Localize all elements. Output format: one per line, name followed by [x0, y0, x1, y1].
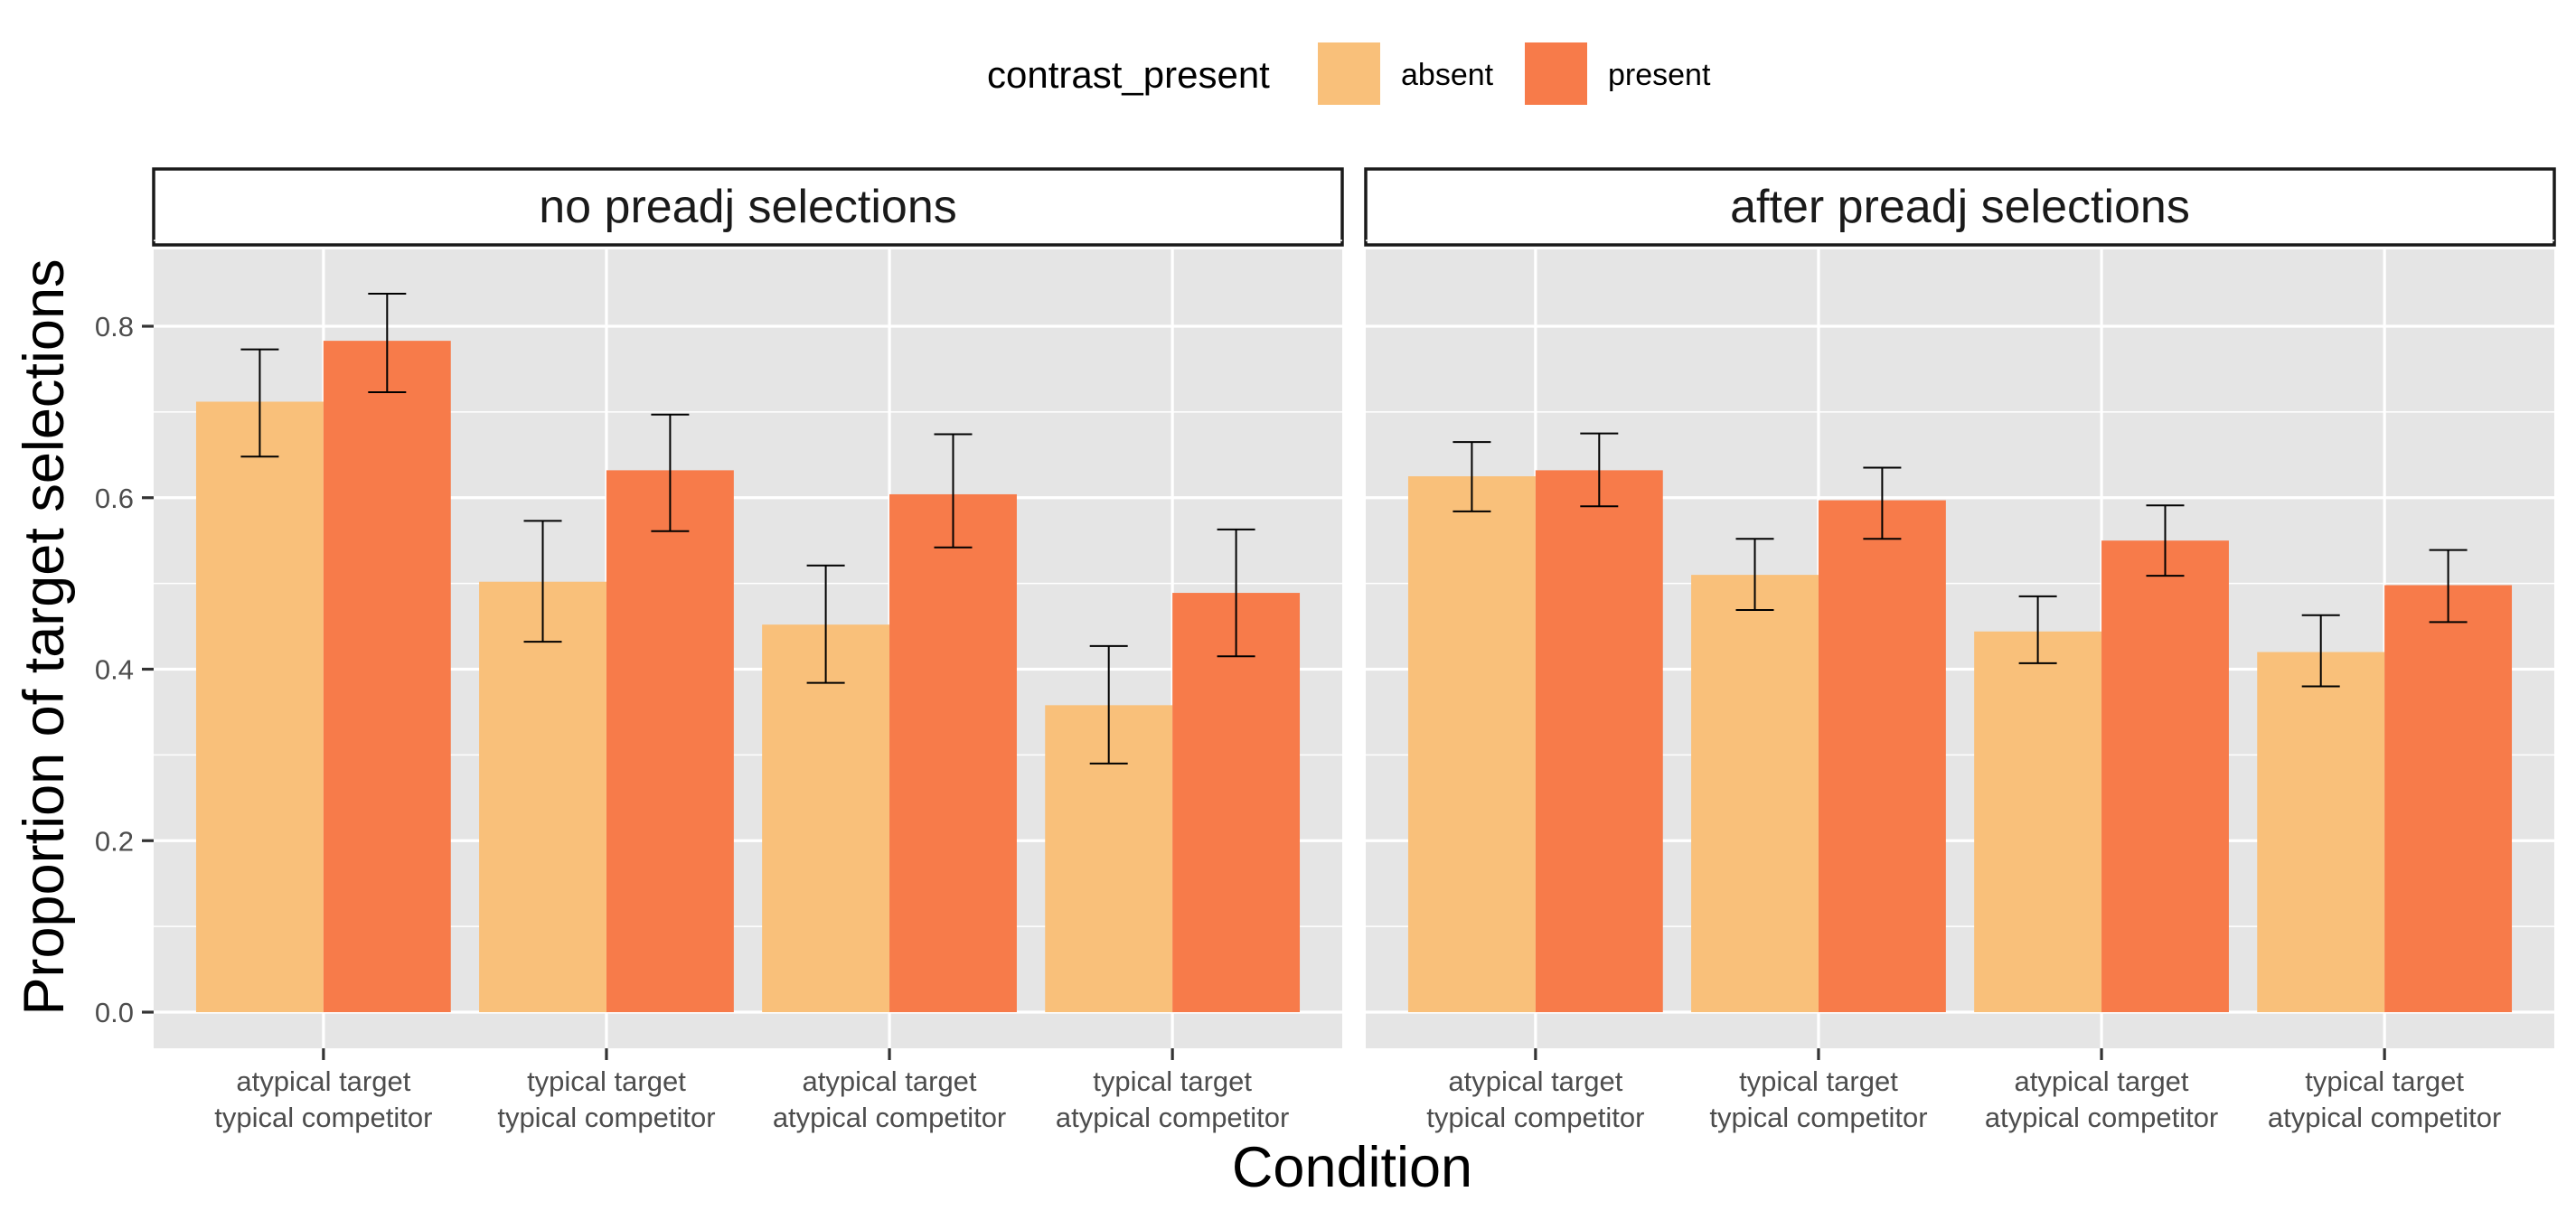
bar-absent: [479, 581, 606, 1012]
bar-present: [889, 493, 1017, 1012]
x-tick-label: typical competitor: [1709, 1102, 1927, 1133]
facet-strip-label: after preadj selections: [1730, 181, 2190, 233]
y-tick-label: 0.2: [95, 825, 134, 857]
errorbar-absent: [240, 348, 279, 458]
bar-absent: [1974, 631, 2102, 1012]
y-tick-label: 0.0: [95, 997, 134, 1028]
facet-panels: no preadj selections atypical target typic…: [95, 167, 2556, 1133]
x-tick-label: atypical competitor: [773, 1102, 1006, 1133]
facet-panel-2: after preadj selections atypical target ty…: [1364, 167, 2556, 1133]
errorbar-absent: [523, 520, 562, 643]
x-tick-label: atypical target: [236, 1065, 410, 1097]
x-tick-label: atypical competitor: [2268, 1102, 2501, 1133]
errorbar-absent: [2301, 614, 2340, 688]
legend-label-present: present: [1608, 58, 1711, 92]
facet-strip-label: no preadj selections: [539, 181, 957, 233]
errorbar-absent: [2018, 595, 2057, 664]
errorbar-present: [1580, 432, 1619, 508]
x-tick-label: typical target: [1739, 1065, 1898, 1097]
errorbar-present: [2429, 549, 2468, 624]
x-tick-label: atypical target: [1448, 1065, 1622, 1097]
bar-absent: [762, 624, 890, 1012]
errorbar-absent: [806, 564, 845, 684]
bar-absent: [195, 401, 324, 1012]
x-tick-label: atypical target: [803, 1065, 977, 1097]
bar-present: [606, 470, 734, 1012]
x-tick-label: atypical competitor: [1056, 1102, 1289, 1133]
errorbar-present: [934, 433, 973, 549]
bar-present: [1172, 593, 1301, 1012]
x-tick-label: typical target: [2305, 1065, 2464, 1097]
bar-present: [323, 341, 451, 1012]
x-tick-label: typical competitor: [497, 1102, 715, 1133]
errorbar-absent: [1453, 441, 1491, 512]
errorbar-present: [368, 292, 407, 394]
legend-key-present: [1525, 42, 1587, 105]
bar-present: [1818, 500, 1946, 1012]
x-tick-label: atypical competitor: [1985, 1102, 2218, 1133]
errorbar-present: [1217, 528, 1255, 658]
legend-key-absent: [1318, 42, 1380, 105]
errorbar-present: [651, 413, 690, 532]
bar-present: [2101, 540, 2229, 1012]
legend: contrast_present absent present: [987, 42, 1711, 105]
legend-title: contrast_present: [987, 53, 1270, 96]
bar-absent: [2257, 652, 2385, 1012]
facet-strip: [1364, 167, 2556, 247]
x-tick-label: typical competitor: [1426, 1102, 1644, 1133]
legend-label-absent: absent: [1401, 58, 1494, 92]
errorbar-present: [1863, 466, 1902, 540]
y-tick-label: 0.6: [95, 483, 134, 514]
x-tick-label: typical target: [1093, 1065, 1252, 1097]
facet-strip: [152, 167, 1344, 247]
x-axis-title: Condition: [1232, 1136, 1472, 1199]
errorbar-absent: [1735, 538, 1774, 612]
y-tick-label: 0.8: [95, 311, 134, 343]
x-tick-label: atypical target: [2015, 1065, 2189, 1097]
errorbar-absent: [1089, 644, 1128, 765]
y-axis-title: Proportion of target selections: [13, 259, 76, 1016]
bar-absent: [1407, 476, 1536, 1012]
bar-present: [2384, 585, 2513, 1012]
bar-absent: [1691, 575, 1819, 1012]
x-tick-label: typical target: [527, 1065, 686, 1097]
y-axis: 0.0 0.2 0.4 0.6 0.8: [95, 311, 154, 1028]
bar-present: [1535, 470, 1663, 1012]
y-tick-label: 0.4: [95, 654, 134, 686]
x-tick-label: typical competitor: [214, 1102, 432, 1133]
errorbar-present: [2146, 504, 2185, 577]
facet-panel-1: no preadj selections atypical target typic…: [152, 167, 1344, 1133]
